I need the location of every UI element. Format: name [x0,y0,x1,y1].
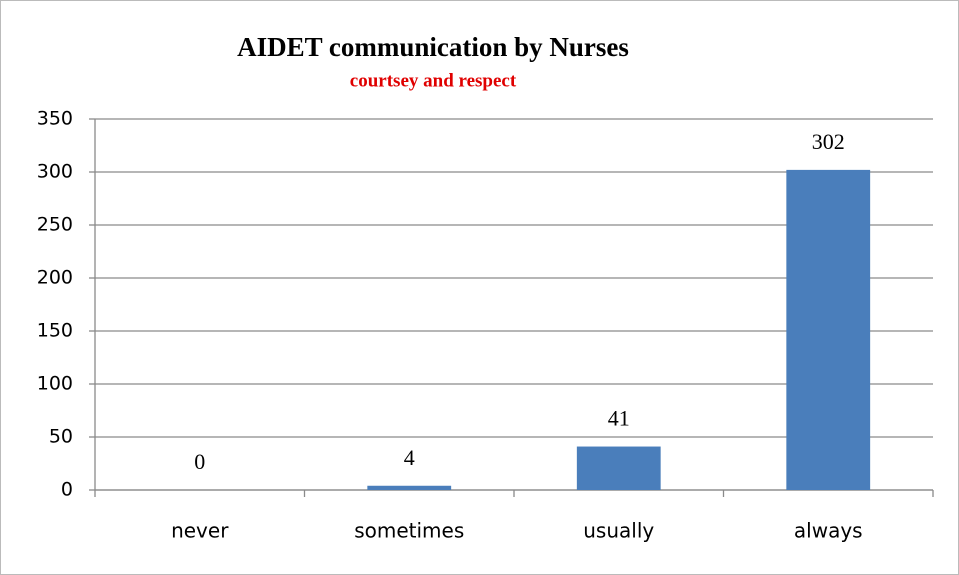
x-tick-label: always [794,519,863,543]
x-tick-label: usually [583,519,654,543]
bar [367,485,452,490]
chart-title: AIDET communication by Nurses [237,32,629,62]
bar [576,446,661,490]
y-tick-label: 100 [37,373,73,395]
y-tick-label: 300 [37,161,73,183]
y-tick-label: 250 [37,214,73,236]
y-tick-label: 0 [61,479,73,501]
x-tick-label: never [171,519,229,543]
data-label: 4 [404,445,415,470]
y-tick-label: 50 [49,426,73,448]
bar [786,169,871,490]
data-label: 302 [812,129,845,154]
y-tick-label: 200 [37,267,73,289]
y-tick-label: 350 [37,108,73,130]
data-label: 0 [194,449,205,474]
y-tick-label: 150 [37,320,73,342]
data-label: 41 [608,406,630,431]
x-tick-label: sometimes [354,519,464,543]
chart-subtitle: courtsey and respect [350,70,517,91]
